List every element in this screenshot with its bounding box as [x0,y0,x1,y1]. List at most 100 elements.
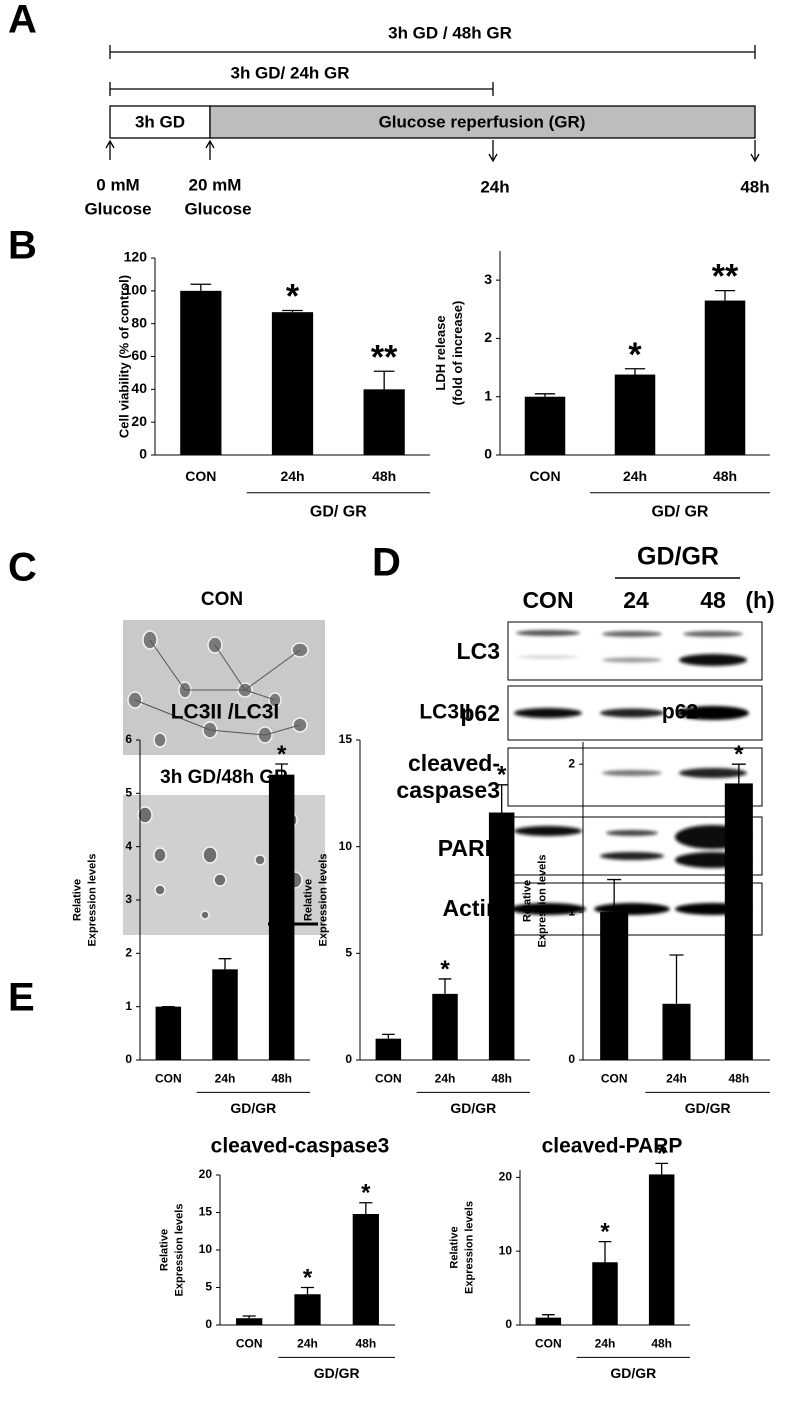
bar [375,1038,402,1060]
bar [155,1006,182,1060]
chart-title: p62 [662,701,698,724]
bar [704,300,746,455]
y-axis-label: Relative [521,880,533,922]
group-label: GD/GR [230,1100,276,1116]
bar [592,1262,618,1325]
time-label: Glucose [184,199,251,218]
y-tick-label: 5 [345,946,352,960]
error-bar [731,763,746,784]
x-tick-label: 24h [215,1071,236,1085]
y-axis-label: Expression levels [463,1201,475,1294]
error-bar [438,978,452,994]
y-tick-label: 0 [125,1052,132,1066]
significance-mark: * [628,336,642,374]
error-bar [381,1033,395,1039]
x-tick-label: 48h [355,1336,376,1350]
blot-row-label: LC3 [457,638,500,664]
y-axis-label: Expression levels [173,1204,185,1297]
y-tick-label: 0 [139,446,147,462]
micrograph [123,795,325,935]
error-bar [190,283,212,291]
bar [180,290,222,455]
x-tick-label: CON [236,1336,263,1350]
span-label: 3h GD / 48h GR [388,23,512,42]
group-label: GD/GR [314,1365,360,1381]
time-label: 20 mM [189,175,242,194]
bar [212,969,238,1060]
y-axis-label: Cell viability (% of control) [116,275,131,438]
error-bar [541,1314,555,1318]
x-tick-label: 24h [280,468,304,484]
y-tick-label: 0 [484,446,492,462]
bar [614,374,656,455]
y-axis-label: Expression levels [536,855,548,948]
y-tick-label: 60 [131,347,147,363]
panel-label: C [8,546,37,590]
significance-mark: ** [712,258,739,296]
x-tick-label: CON [535,1336,562,1350]
bar [236,1318,263,1325]
significance-mark: * [497,762,507,789]
error-bar [624,368,646,375]
chart-title: cleaved-PARP [542,1135,683,1158]
x-tick-label: 48h [491,1071,512,1085]
bar [488,812,515,1060]
y-axis-label: Relative [448,1226,460,1268]
y-tick-label: 15 [199,1205,213,1219]
bar [432,993,458,1060]
x-tick-label: 24h [297,1336,318,1350]
y-tick-label: 5 [125,786,132,800]
panel-label: B [8,224,37,268]
gd-box-label: 3h GD [135,112,185,131]
y-tick-label: 0 [505,1317,512,1331]
significance-mark: ** [371,338,398,376]
group-label: GD/ GR [310,504,367,521]
y-tick-label: 10 [499,1243,513,1257]
y-axis-label: Relative [158,1229,170,1271]
y-tick-label: 0 [568,1052,575,1066]
significance-mark: * [286,278,300,316]
x-tick-label: 48h [713,468,737,484]
error-bar [598,1240,612,1263]
micrograph-label: 3h GD/48h GR [160,767,288,788]
y-tick-label: 20 [499,1170,513,1184]
significance-mark: * [361,1180,371,1207]
panel-label: D [372,541,401,585]
y-tick-label: 15 [339,732,353,746]
y-tick-label: 2 [125,946,132,960]
significance-mark: * [277,741,287,768]
micrograph-label: CON [201,589,243,610]
error-bar [282,309,303,313]
time-label: Glucose [84,199,151,218]
bar [535,1317,562,1325]
bar [662,1003,691,1060]
chart-title: LC3II /LC3I [171,701,280,724]
y-axis-label: Relative [71,879,83,921]
panel-label: A [8,0,37,42]
significance-mark: * [734,741,744,768]
significance-mark: * [440,956,450,983]
chart-title: cleaved-caspase3 [211,1135,390,1158]
y-tick-label: 5 [205,1280,212,1294]
group-label: GD/GR [685,1100,731,1116]
bar [294,1294,321,1325]
y-tick-label: 10 [339,839,353,853]
y-tick-label: 3 [125,892,132,906]
y-tick-label: 120 [124,249,148,265]
lane-label: 24 [623,587,649,613]
timeline [105,45,760,163]
blot-row-label: p62 [460,700,500,726]
y-tick-label: 0 [205,1317,212,1331]
blot-image [507,621,763,936]
error-bar [218,958,232,970]
x-tick-label: 48h [372,468,396,484]
y-tick-label: 3 [484,271,492,287]
time-label: 0 mM [96,175,139,194]
x-tick-label: CON [375,1071,402,1085]
bar [268,774,295,1060]
x-tick-label: 48h [271,1071,292,1085]
bar [648,1174,675,1325]
y-tick-label: 100 [124,282,148,298]
unit-label: (h) [745,587,774,613]
